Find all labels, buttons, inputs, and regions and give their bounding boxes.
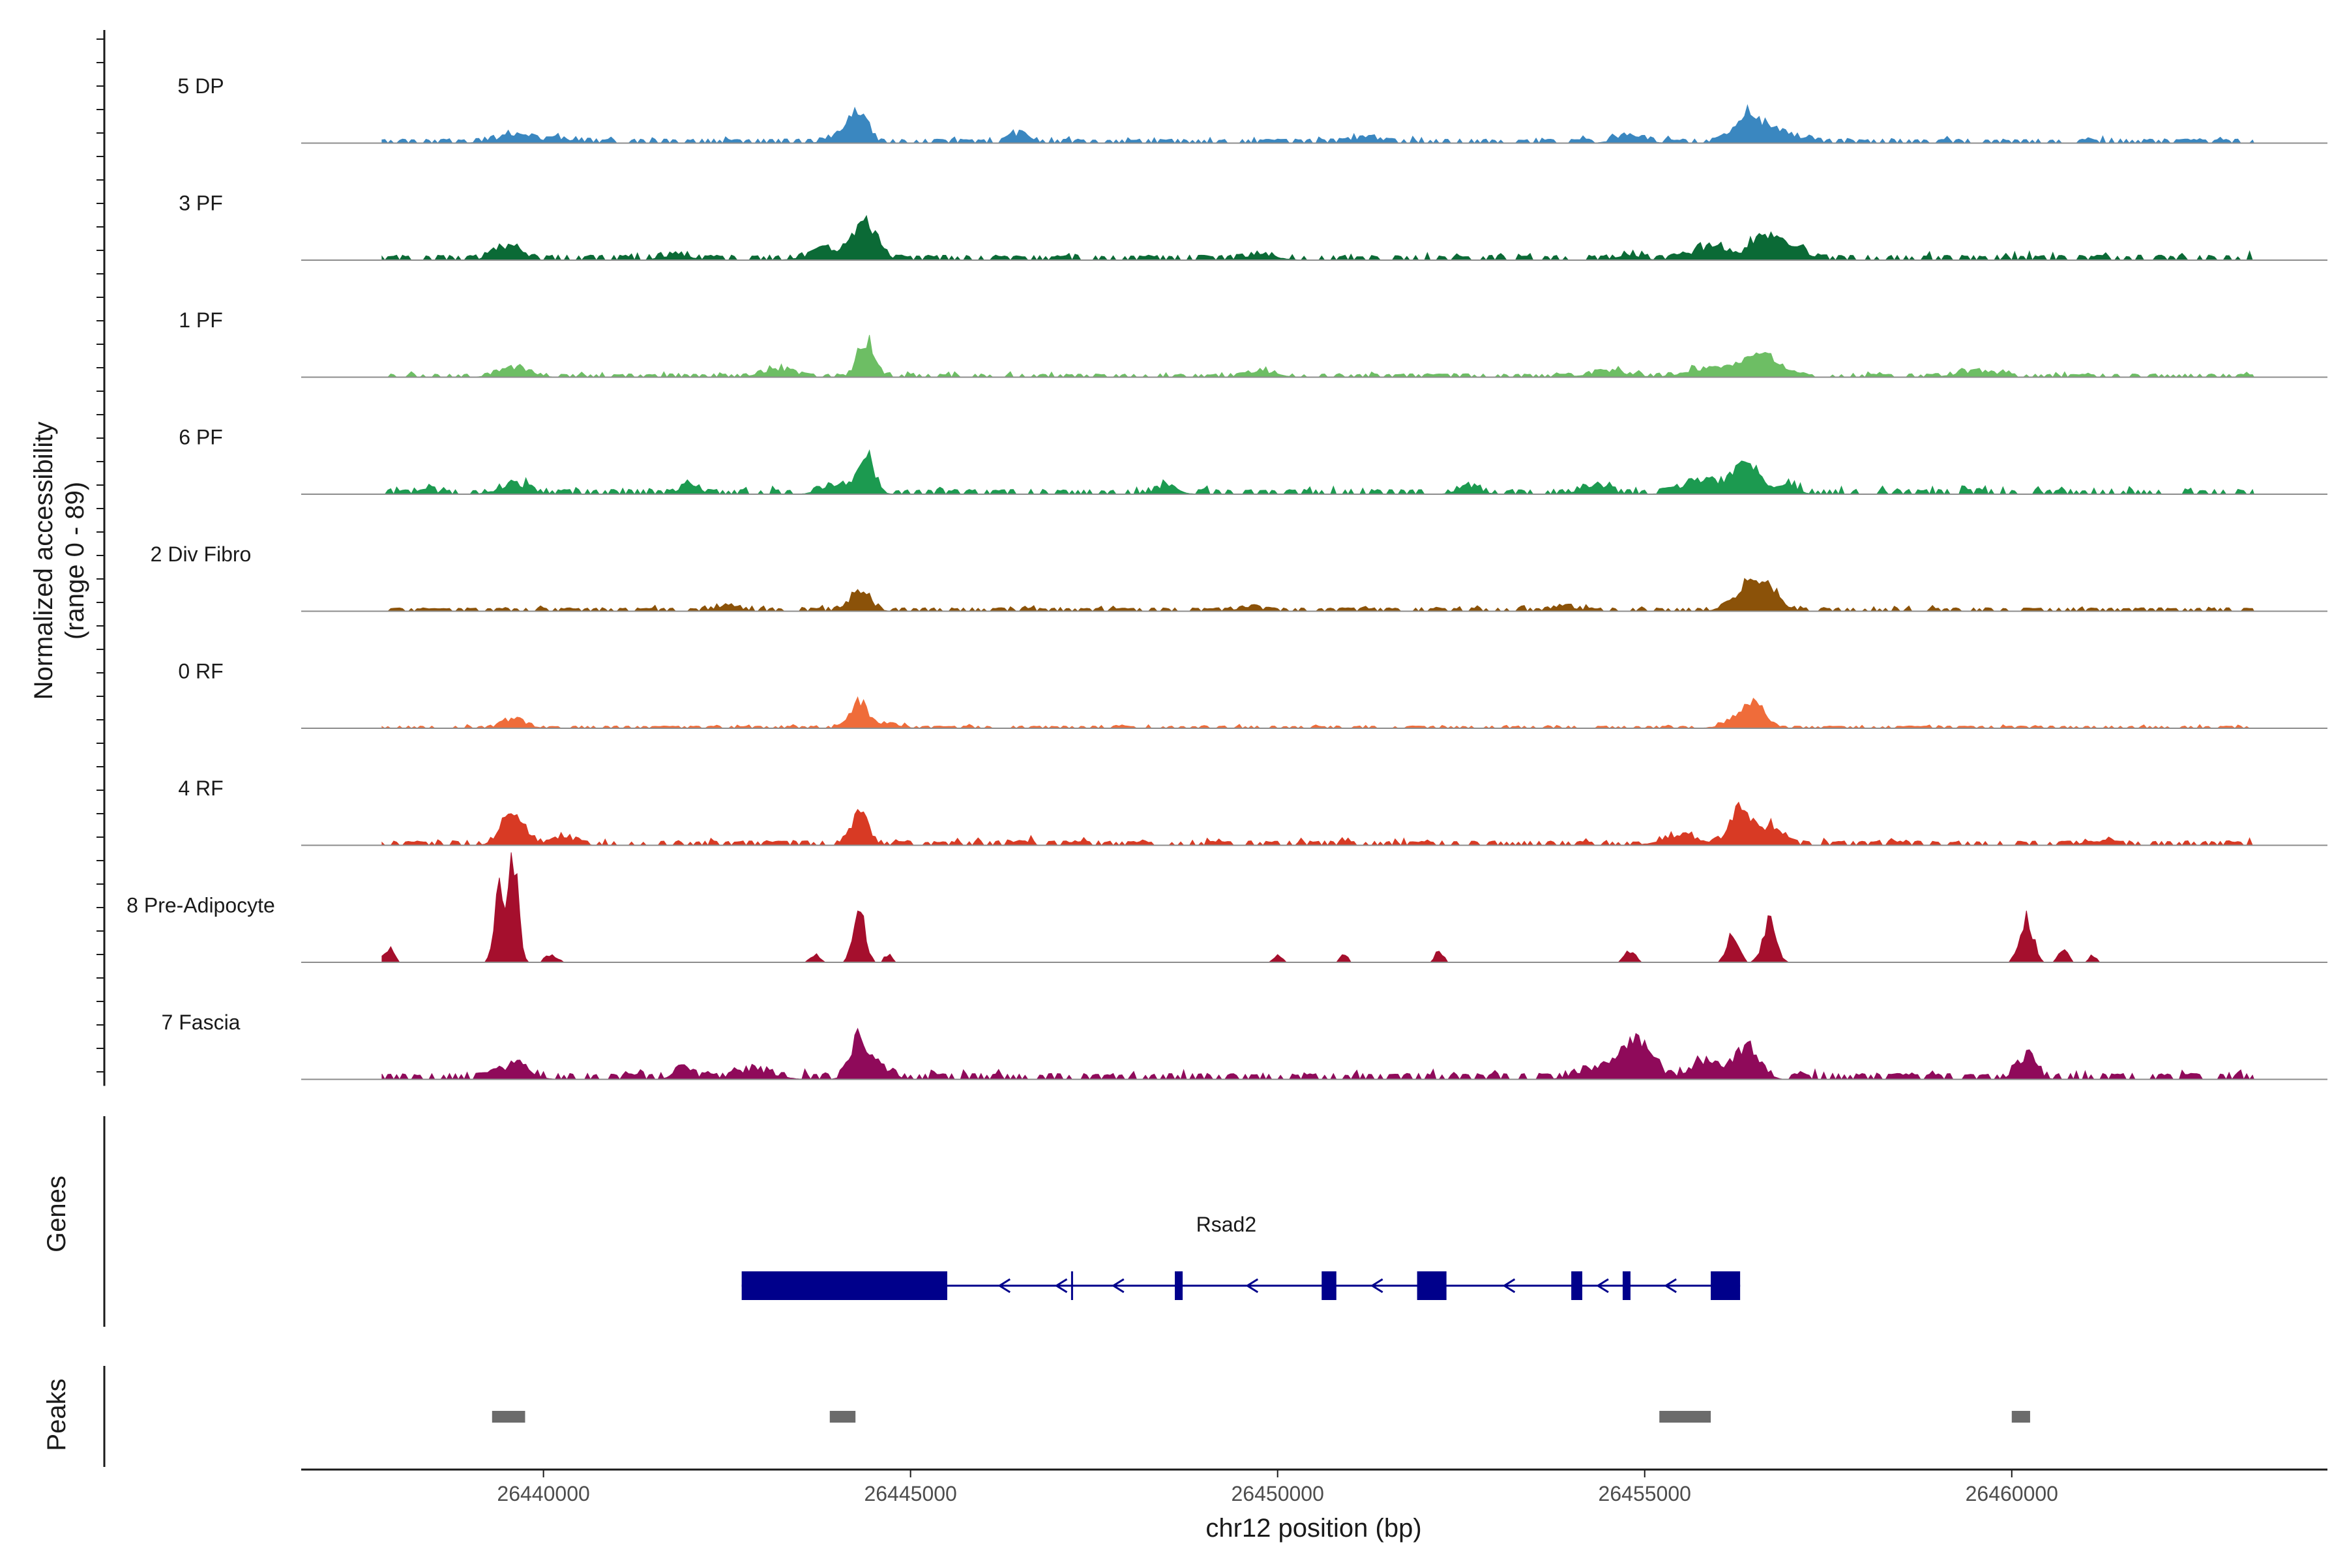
y-axis [96,30,106,1086]
coverage-area [381,801,2254,846]
track-7-fascia: 7 Fascia [162,1011,2327,1080]
gene-exon [1571,1271,1583,1300]
genes-panel: Rsad2 [103,1116,1741,1327]
strand-arrow [1054,1278,1068,1294]
x-tick-label: 26455000 [1599,1482,1691,1505]
track-label: 0 RF [178,660,223,683]
track-label: 6 PF [179,426,223,449]
strand-arrow [1502,1278,1516,1294]
gene-exon [1175,1271,1183,1300]
x-tick-label: 26460000 [1966,1482,2058,1505]
track-label: 3 PF [179,192,223,215]
x-tick-label: 26445000 [864,1482,956,1505]
y-axis-title: Normalized accessibility [29,422,58,700]
peaks-panel-title: Peaks [42,1378,71,1451]
track-label: 5 DP [177,74,224,98]
track-label: 7 Fascia [162,1011,241,1034]
coverage-area [381,852,2254,963]
gene-exon [1321,1271,1336,1300]
coverage-area [381,578,2255,612]
peak-region [829,1411,856,1423]
track-label: 4 RF [178,777,223,800]
strand-arrow [1111,1278,1125,1294]
x-tick-label: 26450000 [1232,1482,1324,1505]
peaks-panel [103,1366,2030,1467]
track-label: 8 Pre-Adipocyte [126,894,275,917]
strand-arrow [1245,1278,1259,1294]
coverage-area [381,214,2254,261]
track-3-pf: 3 PF [179,192,2327,261]
peak-region [2011,1411,2030,1423]
track-1-pf: 1 PF [179,308,2327,378]
strand-arrow [1664,1278,1677,1294]
gene-exon [741,1271,947,1300]
track-2-div-fibro: 2 Div Fibro [151,542,2327,612]
peak-region [1659,1411,1711,1423]
genes-panel-title: Genes [42,1176,71,1252]
track-label: 2 Div Fibro [151,542,252,566]
peak-region [492,1411,525,1423]
track-6-pf: 6 PF [179,426,2327,496]
coverage-area [381,449,2255,496]
coverage-area [381,104,2255,144]
x-axis-title: chr12 position (bp) [1205,1514,1421,1543]
track-4-rf: 4 RF [178,777,2327,846]
gene-exon [1417,1271,1447,1300]
y-axis-range-label: (range 0 - 89) [61,482,89,640]
track-0-rf: 0 RF [178,660,2327,729]
coverage-tracks: 5 DP 3 PF 1 PF 6 PF 2 Div Fibro 0 RF 4 RF 8 Pre… [126,74,2327,1080]
coverage-area [381,696,2254,729]
strand-arrow [1596,1278,1609,1294]
gene-exon [1622,1271,1631,1300]
strand-arrow [1370,1278,1383,1294]
coverage-area [381,334,2255,378]
gene-exon [1711,1271,1741,1300]
x-axis: 26440000 26445000 26450000 26455000 26460000 [301,1468,2327,1505]
track-8-pre-adipocyte: 8 Pre-Adipocyte [126,852,2327,963]
track-label: 1 PF [179,308,223,332]
strand-arrow [997,1278,1011,1294]
track-5-dp: 5 DP [177,74,2327,144]
x-tick-label: 26440000 [497,1482,589,1505]
gene-name-label: Rsad2 [1196,1213,1257,1236]
coverage-area [381,1028,2255,1080]
